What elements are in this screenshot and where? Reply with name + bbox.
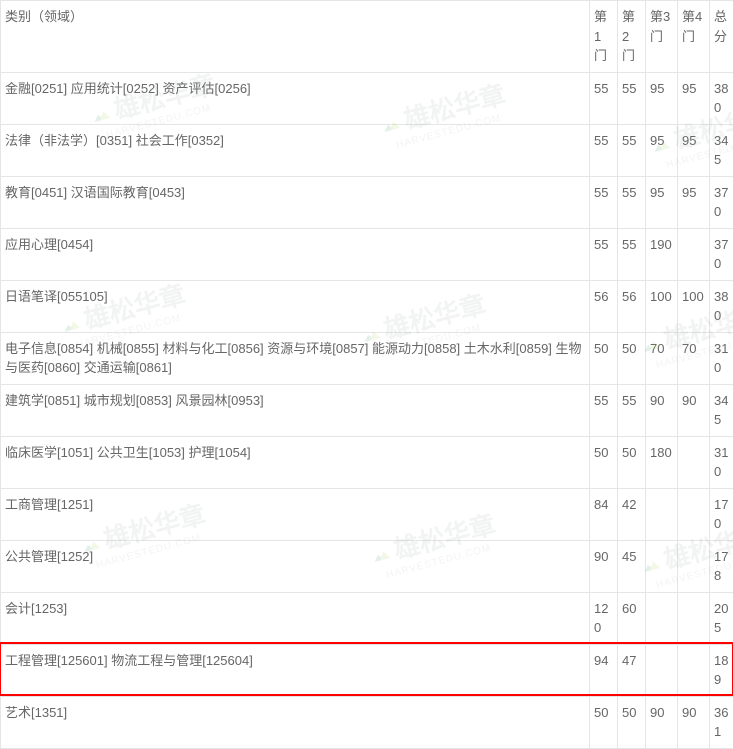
cell-category: 会计[1253]: [1, 592, 590, 644]
cell-s1: 50: [590, 332, 618, 384]
cell-category: 公共管理[1252]: [1, 540, 590, 592]
cell-s2: 55: [618, 72, 646, 124]
table-row: 建筑学[0851] 城市规划[0853] 风景园林[0953]555590903…: [1, 384, 733, 436]
cell-s3: 95: [646, 176, 678, 228]
cell-total: 370: [710, 176, 733, 228]
cell-total: 345: [710, 384, 733, 436]
cell-s3: 70: [646, 332, 678, 384]
cell-total: 345: [710, 124, 733, 176]
cell-s2: 50: [618, 436, 646, 488]
table-row: 工程管理[125601] 物流工程与管理[125604]9447 189: [1, 644, 733, 696]
cell-s3: [646, 592, 678, 644]
cell-s4: [678, 540, 710, 592]
table-row: 教育[0451] 汉语国际教育[0453]55559595370: [1, 176, 733, 228]
cell-s4: 95: [678, 72, 710, 124]
cell-category: 建筑学[0851] 城市规划[0853] 风景园林[0953]: [1, 384, 590, 436]
cell-s3: 95: [646, 124, 678, 176]
cell-category: 艺术[1351]: [1, 696, 590, 748]
cell-category: 法律（非法学）[0351] 社会工作[0352]: [1, 124, 590, 176]
cell-s2: 47: [618, 644, 646, 696]
cell-total: 170: [710, 488, 733, 540]
cell-s4: [678, 592, 710, 644]
cell-s1: 55: [590, 384, 618, 436]
cell-s1: 55: [590, 228, 618, 280]
cell-s1: 55: [590, 72, 618, 124]
table-row: 电子信息[0854] 机械[0855] 材料与化工[0856] 资源与环境[08…: [1, 332, 733, 384]
cell-category: 工程管理[125601] 物流工程与管理[125604]: [1, 644, 590, 696]
cell-s4: 70: [678, 332, 710, 384]
cell-total: 310: [710, 332, 733, 384]
cell-s1: 55: [590, 124, 618, 176]
table-row: 艺术[1351]50509090361: [1, 696, 733, 748]
scores-table: 类别（领域） 第1门 第2门 第3门 第4门 总分 金融[0251] 应用统计[…: [0, 0, 733, 749]
cell-s2: 45: [618, 540, 646, 592]
cell-s3: 95: [646, 72, 678, 124]
cell-category: 应用心理[0454]: [1, 228, 590, 280]
cell-total: 361: [710, 696, 733, 748]
table-row: 工商管理[1251]8442 170: [1, 488, 733, 540]
cell-s4: [678, 644, 710, 696]
table-row: 公共管理[1252]9045 178: [1, 540, 733, 592]
table-row: 法律（非法学）[0351] 社会工作[0352]55559595345: [1, 124, 733, 176]
cell-s1: 120: [590, 592, 618, 644]
col-header-s2: 第2门: [618, 1, 646, 73]
cell-total: 370: [710, 228, 733, 280]
cell-s4: [678, 436, 710, 488]
cell-s4: [678, 488, 710, 540]
cell-s3: [646, 540, 678, 592]
cell-total: 380: [710, 72, 733, 124]
cell-total: 178: [710, 540, 733, 592]
cell-total: 189: [710, 644, 733, 696]
table-row: 应用心理[0454]5555190370: [1, 228, 733, 280]
cell-s2: 60: [618, 592, 646, 644]
cell-s3: 90: [646, 696, 678, 748]
cell-s1: 56: [590, 280, 618, 332]
cell-s1: 55: [590, 176, 618, 228]
cell-category: 电子信息[0854] 机械[0855] 材料与化工[0856] 资源与环境[08…: [1, 332, 590, 384]
table-row: 会计[1253]12060 205: [1, 592, 733, 644]
cell-category: 金融[0251] 应用统计[0252] 资产评估[0256]: [1, 72, 590, 124]
cell-s4: 100: [678, 280, 710, 332]
cell-s4: 95: [678, 124, 710, 176]
cell-s3: 190: [646, 228, 678, 280]
cell-category: 教育[0451] 汉语国际教育[0453]: [1, 176, 590, 228]
cell-s1: 90: [590, 540, 618, 592]
cell-category: 临床医学[1051] 公共卫生[1053] 护理[1054]: [1, 436, 590, 488]
cell-s2: 50: [618, 696, 646, 748]
cell-s1: 94: [590, 644, 618, 696]
cell-total: 310: [710, 436, 733, 488]
cell-s2: 55: [618, 176, 646, 228]
cell-s3: 90: [646, 384, 678, 436]
table-row: 日语笔译[055105]5656100100380: [1, 280, 733, 332]
cell-s3: [646, 644, 678, 696]
cell-s1: 84: [590, 488, 618, 540]
cell-total: 205: [710, 592, 733, 644]
cell-s2: 55: [618, 384, 646, 436]
table-row: 临床医学[1051] 公共卫生[1053] 护理[1054]5050180310: [1, 436, 733, 488]
cell-category: 日语笔译[055105]: [1, 280, 590, 332]
cell-total: 380: [710, 280, 733, 332]
col-header-category: 类别（领域）: [1, 1, 590, 73]
col-header-s1: 第1门: [590, 1, 618, 73]
cell-s4: 95: [678, 176, 710, 228]
col-header-s3: 第3门: [646, 1, 678, 73]
cell-s1: 50: [590, 696, 618, 748]
cell-category: 工商管理[1251]: [1, 488, 590, 540]
col-header-s4: 第4门: [678, 1, 710, 73]
cell-s2: 50: [618, 332, 646, 384]
cell-s3: 180: [646, 436, 678, 488]
cell-s4: 90: [678, 384, 710, 436]
cell-s2: 42: [618, 488, 646, 540]
cell-s4: [678, 228, 710, 280]
cell-s2: 55: [618, 124, 646, 176]
table-row: 金融[0251] 应用统计[0252] 资产评估[0256]5555959538…: [1, 72, 733, 124]
cell-s3: [646, 488, 678, 540]
cell-s3: 100: [646, 280, 678, 332]
cell-s1: 50: [590, 436, 618, 488]
table-header-row: 类别（领域） 第1门 第2门 第3门 第4门 总分: [1, 1, 733, 73]
cell-s4: 90: [678, 696, 710, 748]
cell-s2: 55: [618, 228, 646, 280]
cell-s2: 56: [618, 280, 646, 332]
col-header-total: 总分: [710, 1, 733, 73]
